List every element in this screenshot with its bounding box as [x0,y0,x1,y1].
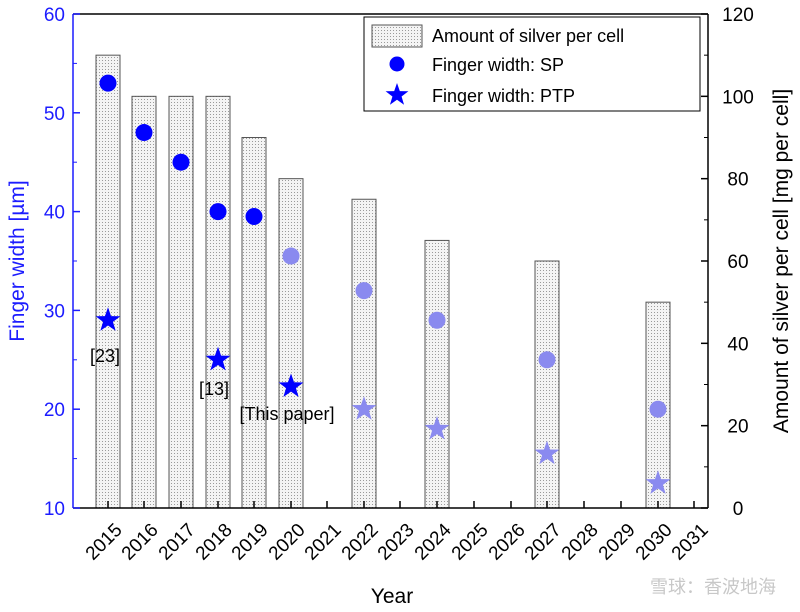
legend-sp-swatch [389,56,405,72]
silver-bar [534,260,560,509]
right-tick-label: 40 [727,334,748,355]
sp-point [245,208,263,226]
right-axis-title: Amount of silver per cell [mg per cell] [770,89,793,433]
x-tick-label: 2024 [411,519,456,564]
sp-point [355,282,373,300]
ptp-point [424,415,450,440]
right-tick-label: 0 [733,499,744,520]
left-axis-title: Finger width [µm] [6,180,29,341]
x-tick-label: 2023 [374,520,419,565]
silver-bar [241,137,267,509]
x-tick-label: 2028 [558,520,603,565]
annotation-label: [13] [199,379,229,399]
right-tick-label: 80 [727,170,748,191]
annotation-label: [This paper] [239,404,334,424]
right-tick-label: 20 [727,417,748,438]
left-tick-label: 60 [44,5,65,26]
legend-bar-swatch [371,24,423,48]
x-tick-label: 2018 [192,520,237,565]
ptp-point [95,307,121,331]
x-tick-label: 2020 [265,520,310,565]
x-tick-label: 2017 [155,520,200,565]
silver-bar [205,95,231,509]
ptp-point [534,440,560,465]
sp-point [649,400,667,418]
sp-point [538,351,556,369]
silver-bar [131,95,157,509]
annotation-label: [23] [90,346,120,366]
x-tick-label: 2030 [632,520,677,565]
watermark: 雪球：香波地海 [650,577,776,598]
sp-point [428,311,446,329]
x-axis-title: Year [371,585,413,608]
silver-bar [95,54,121,509]
legend-label-sp: Finger width: SP [432,55,564,75]
ptp-point [205,346,231,371]
x-tick-label: 2026 [485,520,530,565]
ptp-point [278,373,304,397]
left-tick-label: 20 [44,400,65,421]
left-tick-label: 50 [44,104,65,125]
x-tick-label: 2031 [668,520,713,565]
ptp-point [351,396,377,420]
sp-point [99,74,117,92]
sp-point [209,203,227,221]
x-tick-label: 2021 [301,520,346,565]
left-tick-label: 40 [44,203,65,224]
right-tick-label: 60 [727,252,748,273]
right-tick-label: 100 [722,87,754,108]
x-tick-label: 2019 [228,520,273,565]
x-tick-label: 2022 [338,520,383,565]
sp-point [282,247,300,265]
x-tick-label: 2025 [448,520,493,565]
legend-ptp-swatch [385,83,409,105]
legend-label-ptp: Finger width: PTP [432,86,575,106]
silver-bar [351,198,377,509]
ptp-point [645,470,671,494]
left-tick-label: 10 [44,499,65,520]
x-tick-label: 2029 [595,520,640,565]
left-tick-label: 30 [44,301,65,322]
legend-label-silver: Amount of silver per cell [432,26,624,46]
sp-point [135,124,153,142]
right-tick-label: 120 [722,5,754,26]
x-tick-label: 2016 [118,520,163,565]
silver-bar [424,239,450,509]
x-tick-label: 2027 [521,520,566,565]
sp-point [172,153,190,171]
silver-bar [278,178,304,509]
x-tick-label: 2015 [82,520,127,565]
